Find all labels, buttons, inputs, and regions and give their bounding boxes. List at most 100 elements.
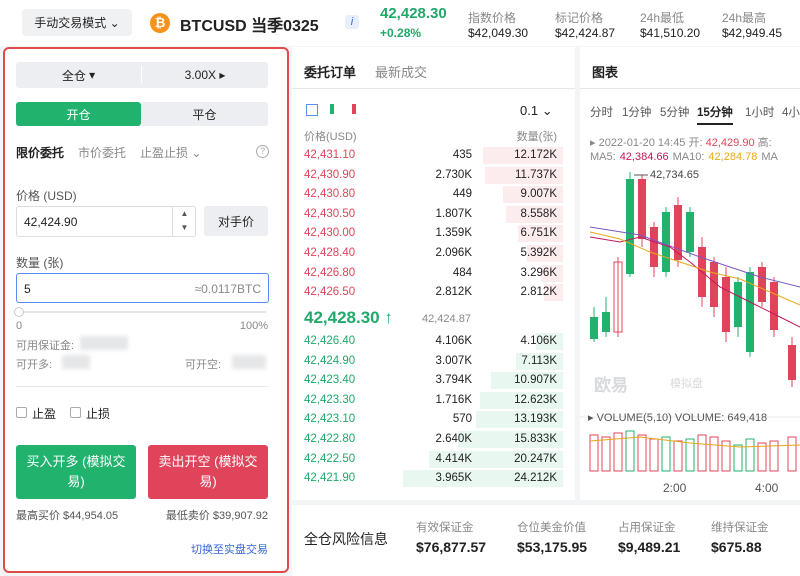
depth-bar [485,166,563,184]
symbol[interactable]: BTCUSD 当季0325 [180,18,319,35]
time-label: 2:00 [663,481,687,495]
stat-value: $42,949.45 [722,26,783,40]
header: 手动交易模式 ⌄ ₿ BTCUSD 当季0325 i 42,428.30 +0.… [0,0,800,46]
precision[interactable]: 0.1 ⌄ [520,103,553,118]
row-price[interactable]: 42,430.90 [304,168,356,181]
ma-label: MA10: [672,151,705,163]
row-price[interactable]: 42,426.80 [304,266,356,279]
trades-tab[interactable]: 最新成交 [375,65,428,80]
depth-bar [482,147,563,164]
margin-row: 全仓 ▾ 3.00X ▸ [16,62,268,88]
row-qty: 570 [452,413,472,426]
interval[interactable]: 4小 [782,107,800,119]
row-price[interactable]: 42,431.10 [304,149,356,161]
row-price[interactable]: 42,423.40 [304,374,356,387]
blurred-value [232,355,266,369]
row-price[interactable]: 42,428.40 [304,247,356,259]
row-qty: 4.414K [435,452,472,465]
blurred-value [62,355,90,369]
stat-value: $42,424.87 [555,26,616,40]
slider[interactable] [18,311,266,313]
candle-time: 2022-01-20 14:45 [598,137,686,149]
row-qty: 1.807K [435,207,472,220]
close-tab[interactable]: 平仓 [141,102,268,126]
mode-button[interactable]: 手动交易模式 ⌄ [22,9,132,36]
ma-line: MA5: 42,384.66 MA10: 42,284.78 MA [590,151,786,163]
open-tab[interactable]: 开仓 [16,102,141,126]
row-qty: 3.794K [435,374,472,387]
book-row: 42,430.80 449 9.007K [292,185,575,204]
interval[interactable]: 分时 [590,107,613,119]
leverage[interactable]: 3.00X ▸ [184,68,226,82]
depth-bar [503,186,563,204]
chart-panel: 图表 分时 1分钟 5分钟 15分钟 1小时 4小 ▸ 2022-01-20 14:45 … [580,47,800,500]
margin-mode[interactable]: 全仓 ▾ [61,68,96,83]
row-price[interactable]: 42,422.50 [304,452,356,465]
view-both[interactable] [306,104,318,116]
blurred-value [80,336,128,350]
sell-button[interactable]: 卖出开空 (模拟交易) [148,445,268,499]
take-profit[interactable]: 止盈 [16,405,56,422]
switch-link[interactable]: 切换至实盘交易 [191,544,268,556]
risk-value: $675.88 [711,539,762,555]
limit-order[interactable]: 限价委托 [16,146,65,160]
price-value: 42,424.90 [24,215,78,229]
book-mark-price: 42,424.87 [422,313,471,325]
slider-handle[interactable] [14,307,24,317]
risk-panel: 全仓风险信息 有效保证金 $76,877.57 仓位美金价值 $53,175.95 占用… [292,505,800,576]
stop-loss[interactable]: 止损 [70,405,110,422]
market-order[interactable]: 市价委托 [78,146,127,160]
row-price[interactable]: 42,421.90 [304,472,356,485]
divider [580,88,800,89]
row-price[interactable]: 42,430.50 [304,207,356,220]
book-row: 42,430.90 2.730K 11.737K [292,166,575,185]
depth-bar [475,411,563,429]
depth-bar [458,431,563,448]
ma-value: 42,384.66 [619,151,669,163]
row-total: 5.392K [520,247,557,259]
row-total: 3.296K [520,266,557,279]
row-price[interactable]: 42,422.80 [304,433,356,445]
book-row: 42,422.50 4.414K 20.247K [292,450,575,469]
help-icon[interactable]: ? [256,145,269,158]
interval[interactable]: 1小时 [745,107,775,119]
high-label: 高: [757,137,772,149]
row-price[interactable]: 42,430.00 [304,227,356,240]
row-price[interactable]: 42,423.10 [304,413,356,426]
view-bids[interactable] [330,104,344,114]
stepper[interactable]: ▲ ▼ [172,207,196,236]
row-price[interactable]: 42,423.30 [304,393,356,406]
book-tab[interactable]: 委托订单 [304,65,357,80]
row-price[interactable]: 42,424.90 [304,354,356,367]
watermark-sub: 模拟盘 [670,378,703,390]
can-open-long: 可开多: [16,359,53,371]
risk-label: 仓位美金价值 [517,522,586,534]
tpsl-order[interactable]: 止盈止损 ⌄ [140,146,202,160]
view-asks[interactable] [352,104,366,114]
slider-min: 0 [16,320,23,332]
interval[interactable]: 1分钟 [622,107,652,119]
price-header: 价格(USD) [304,131,357,143]
book-row: 42,424.90 3.007K 7.113K [292,352,575,371]
row-price[interactable]: 42,426.40 [304,335,356,347]
info-icon[interactable]: i [345,15,359,29]
price-input[interactable]: 42,424.90 ▲ ▼ [16,206,196,237]
book-row: 42,426.80 484 3.296K [292,264,575,283]
watermark: 欧易 [594,376,628,395]
candle-info: ▸ 2022-01-20 14:45 开: 42,429.90 高: [590,137,772,149]
row-price[interactable]: 42,430.80 [304,188,356,201]
book-row: 42,428.40 2.096K 5.392K [292,244,575,263]
divider [141,66,142,84]
row-qty: 2.640K [435,433,472,445]
change: +0.28% [380,26,422,40]
row-price[interactable]: 42,426.50 [304,286,356,299]
stat-value: $42,049.30 [468,26,529,40]
qty-input[interactable]: 5 ≈0.0117BTC [16,273,269,303]
interval[interactable]: 5分钟 [660,107,690,119]
counter-price-button[interactable]: 对手价 [204,206,268,236]
interval[interactable]: 15分钟 [697,104,733,125]
btc-icon: ₿ [150,13,170,33]
book-row: 42,423.10 570 13.193K [292,410,575,429]
buy-button[interactable]: 买入开多 (模拟交易) [16,445,136,499]
row-total: 4.106K [520,335,557,347]
